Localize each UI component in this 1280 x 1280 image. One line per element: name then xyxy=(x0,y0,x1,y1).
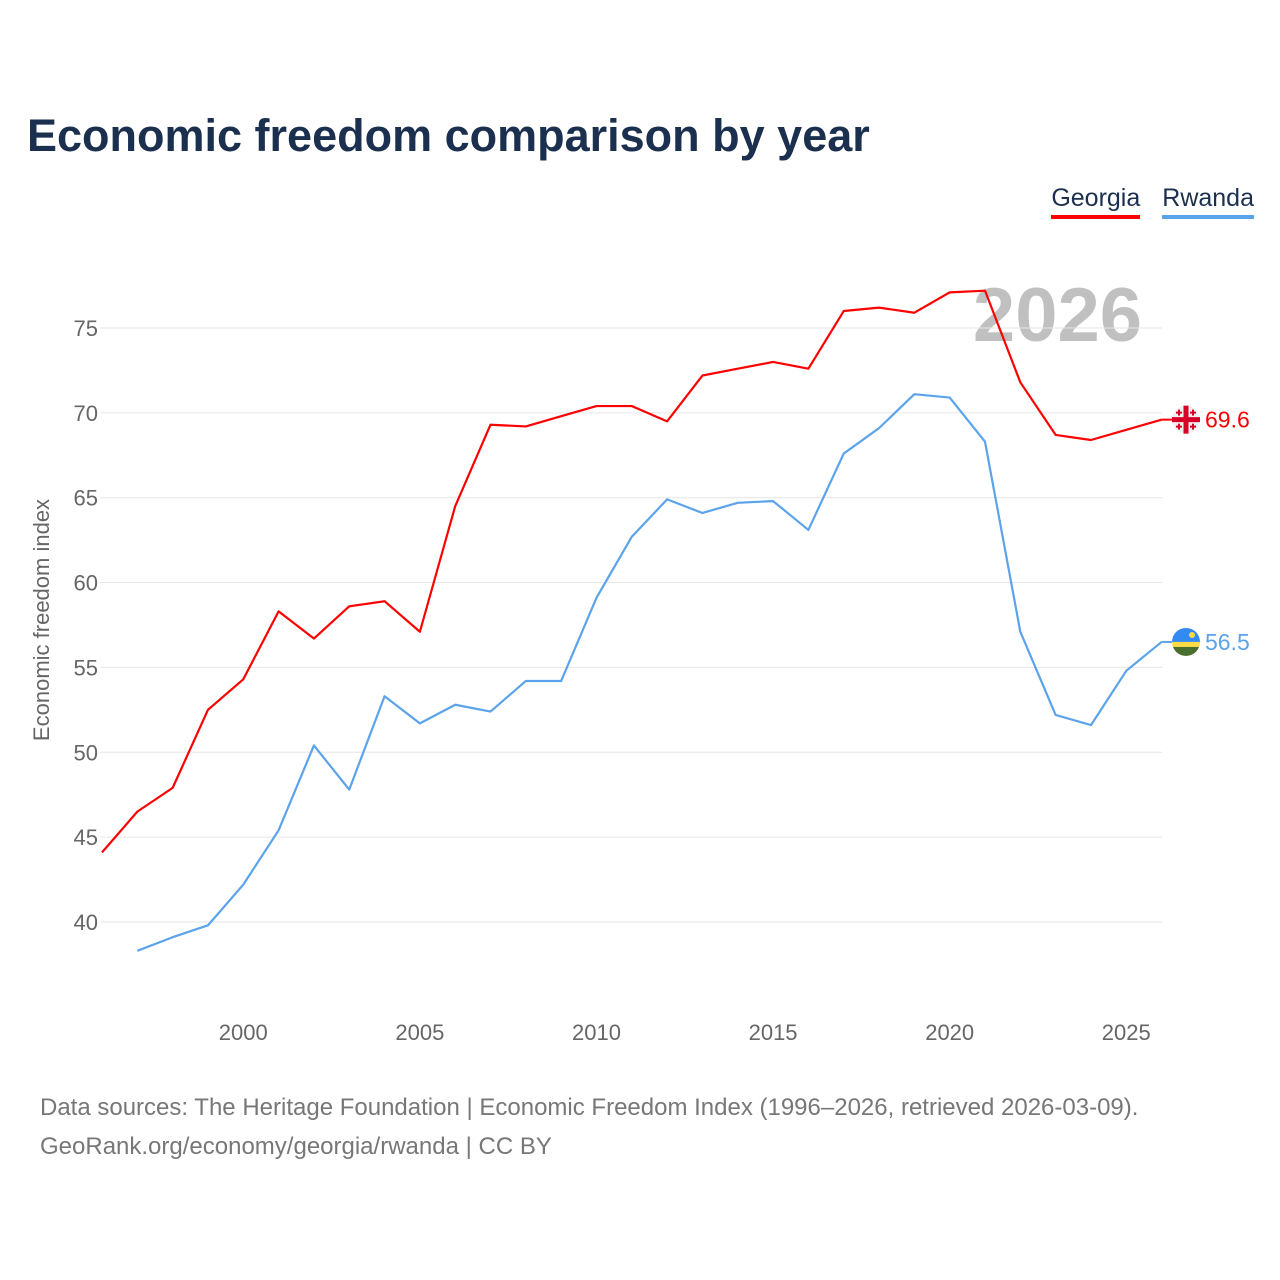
y-tick-label: 50 xyxy=(74,740,98,765)
x-tick-label: 2025 xyxy=(1102,1020,1151,1045)
legend-item-rwanda[interactable]: Rwanda xyxy=(1162,184,1254,219)
year-watermark: 2026 xyxy=(972,273,1142,358)
footer: Data sources: The Heritage Foundation | … xyxy=(40,1088,1138,1166)
series-line-georgia xyxy=(101,289,1162,854)
georgia-flag-small-cross xyxy=(1176,409,1182,416)
y-tick-label: 60 xyxy=(74,571,98,596)
x-tick-label: 2015 xyxy=(749,1020,798,1045)
chart-title: Economic freedom comparison by year xyxy=(27,110,870,161)
rwanda-flag-green xyxy=(1172,646,1200,656)
y-tick-label: 55 xyxy=(74,655,98,680)
source-link[interactable]: GeoRank.org/economy/georgia/rwanda | CC … xyxy=(40,1133,552,1160)
y-tick-label: 65 xyxy=(74,486,98,511)
y-tick-label: 45 xyxy=(74,825,98,850)
end-value-label: 56.5 xyxy=(1205,629,1250,655)
georgia-flag-small-cross xyxy=(1190,409,1196,416)
x-tick-label: 2005 xyxy=(395,1020,444,1045)
x-tick-label: 2000 xyxy=(219,1020,268,1045)
y-tick-label: 75 xyxy=(74,316,98,341)
x-tick-label: 2020 xyxy=(925,1020,974,1045)
end-value-label: 69.6 xyxy=(1205,407,1250,433)
y-tick-label: 70 xyxy=(74,401,98,426)
legend: Georgia Rwanda xyxy=(1051,184,1254,219)
rwanda-flag-yellow xyxy=(1172,641,1200,647)
rwanda-flag-sun xyxy=(1189,631,1195,638)
x-tick-label: 2010 xyxy=(572,1020,621,1045)
y-tick-label: 40 xyxy=(74,910,98,935)
data-source: Data sources: The Heritage Foundation | … xyxy=(40,1094,1139,1121)
legend-item-georgia[interactable]: Georgia xyxy=(1051,184,1141,219)
georgia-flag-cross xyxy=(1183,405,1189,434)
series-line-rwanda xyxy=(136,393,1163,952)
rwanda-flag-blue xyxy=(1172,627,1200,642)
georgia-flag-small-cross xyxy=(1190,423,1196,430)
georgia-flag-small-cross xyxy=(1176,423,1182,430)
